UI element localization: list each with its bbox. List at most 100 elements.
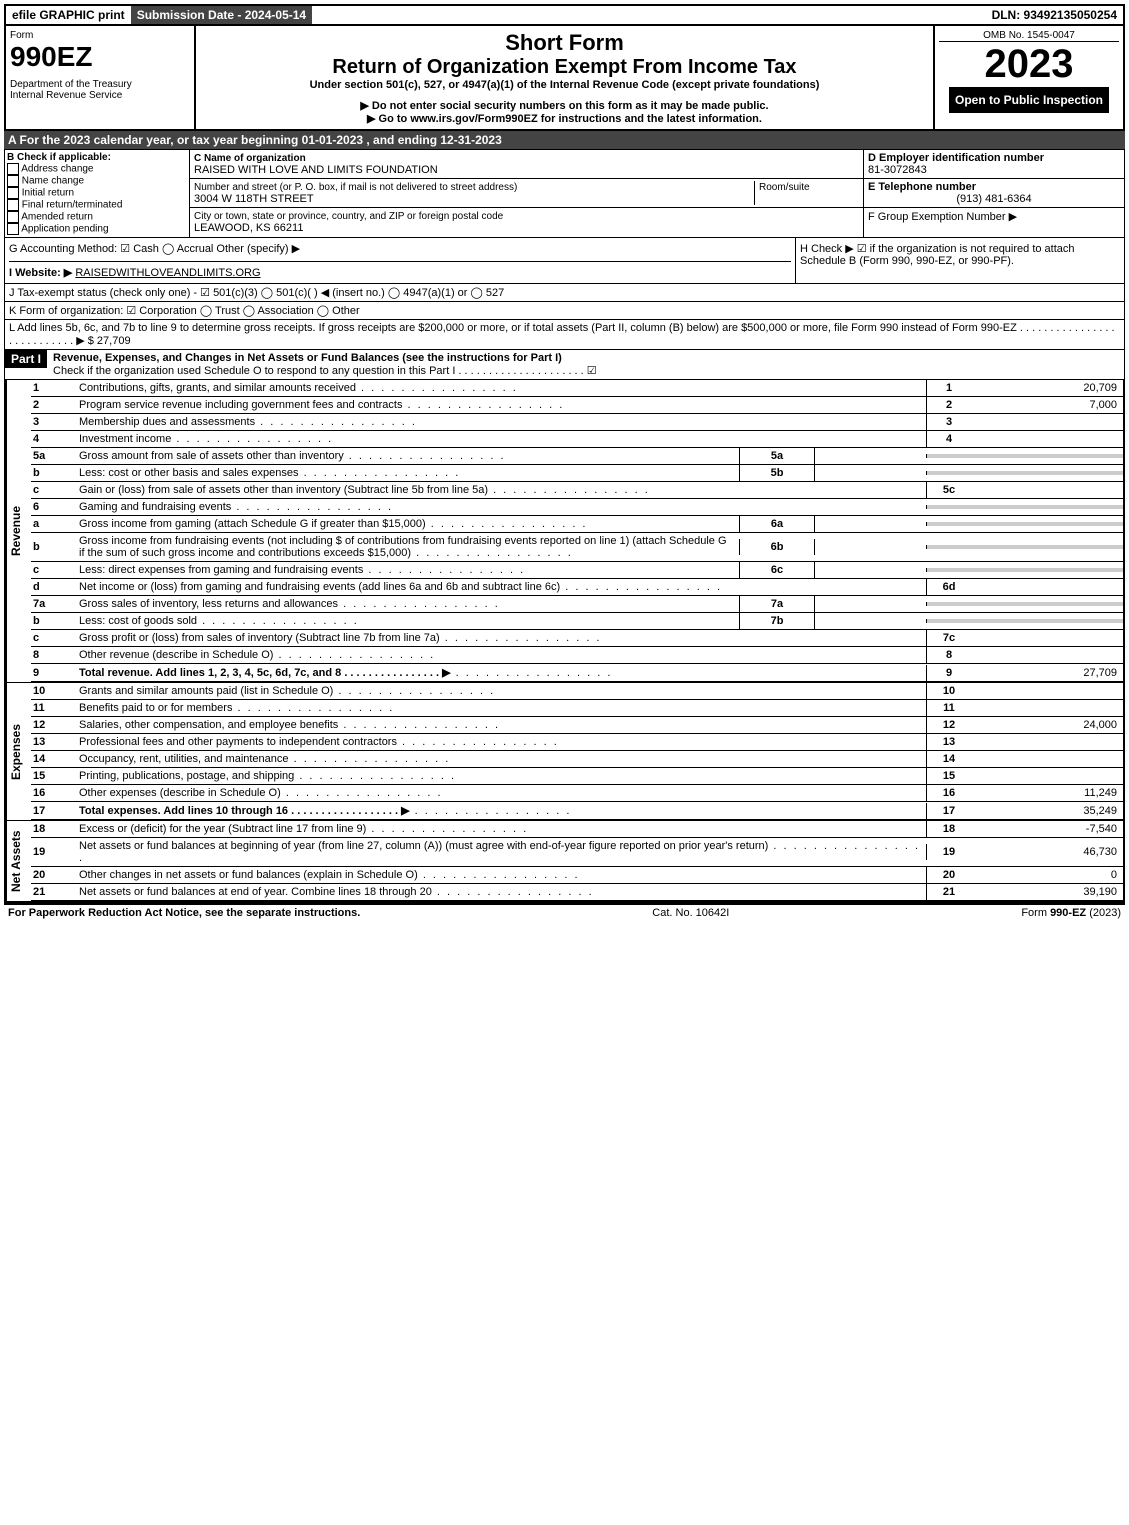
part-1-check-line: Check if the organization used Schedule …	[53, 365, 597, 377]
line-ref: 20	[926, 867, 971, 883]
line-ref: 3	[926, 414, 971, 430]
form-line: 20Other changes in net assets or fund ba…	[31, 867, 1123, 884]
line-amount	[971, 454, 1123, 458]
line-description: Gross income from fundraising events (no…	[75, 533, 739, 561]
org-name: RAISED WITH LOVE AND LIMITS FOUNDATION	[194, 164, 438, 176]
line-description: Membership dues and assessments	[75, 414, 926, 430]
line-description: Less: direct expenses from gaming and fu…	[75, 562, 739, 578]
box-b-option[interactable]: Name change	[7, 175, 187, 187]
line-amount	[971, 545, 1123, 549]
part-1-title: Revenue, Expenses, and Changes in Net As…	[53, 352, 562, 364]
form-line: cGross profit or (loss) from sales of in…	[31, 630, 1123, 647]
dept-label: Department of the Treasury Internal Reve…	[10, 79, 190, 101]
page-footer: For Paperwork Reduction Act Notice, see …	[4, 903, 1125, 921]
line-amount: 39,190	[971, 884, 1123, 900]
line-description: Program service revenue including govern…	[75, 397, 926, 413]
box-b-option[interactable]: Address change	[7, 163, 187, 175]
line-ref	[926, 619, 971, 623]
form-line: aGross income from gaming (attach Schedu…	[31, 516, 1123, 533]
line-number: 13	[31, 734, 75, 750]
line-description: Net assets or fund balances at beginning…	[75, 838, 926, 866]
form-line: cLess: direct expenses from gaming and f…	[31, 562, 1123, 579]
line-description: Total revenue. Add lines 1, 2, 3, 4, 5c,…	[75, 664, 926, 681]
line-description: Professional fees and other payments to …	[75, 734, 926, 750]
line-description: Gross sales of inventory, less returns a…	[75, 596, 739, 612]
line-number: b	[31, 613, 75, 629]
line-description: Occupancy, rent, utilities, and maintena…	[75, 751, 926, 767]
line-amount	[971, 420, 1123, 424]
efile-print-label[interactable]: efile GRAPHIC print	[6, 6, 131, 24]
line-l: L Add lines 5b, 6c, and 7b to line 9 to …	[5, 319, 1124, 349]
line-amount	[971, 740, 1123, 744]
website-link[interactable]: RAISEDWITHLOVEANDLIMITS.ORG	[75, 267, 260, 279]
line-ref: 6d	[926, 579, 971, 595]
line-amount	[971, 488, 1123, 492]
line-ref: 17	[926, 803, 971, 819]
form-line: 9Total revenue. Add lines 1, 2, 3, 4, 5c…	[31, 664, 1123, 682]
line-description: Total expenses. Add lines 10 through 16 …	[75, 802, 926, 819]
line-amount: 11,249	[971, 785, 1123, 801]
line-k: K Form of organization: ☑ Corporation ◯ …	[5, 301, 1124, 319]
line-description: Excess or (deficit) for the year (Subtra…	[75, 821, 926, 837]
line-description: Gross income from gaming (attach Schedul…	[75, 516, 739, 532]
line-number: 4	[31, 431, 75, 447]
form-line: 4Investment income4	[31, 431, 1123, 448]
revenue-side-label: Revenue	[6, 380, 31, 682]
line-amount	[971, 619, 1123, 623]
line-ref	[926, 545, 971, 549]
form-line: cGain or (loss) from sale of assets othe…	[31, 482, 1123, 499]
form-line: 1Contributions, gifts, grants, and simil…	[31, 380, 1123, 397]
line-description: Other revenue (describe in Schedule O)	[75, 647, 926, 663]
sub-line-number: 6a	[739, 516, 815, 532]
expenses-rows: 10Grants and similar amounts paid (list …	[31, 683, 1123, 820]
netassets-side-label: Net Assets	[6, 821, 31, 901]
goto-note[interactable]: ▶ Go to www.irs.gov/Form990EZ for instru…	[200, 112, 929, 125]
line-amount	[971, 636, 1123, 640]
line-number: d	[31, 579, 75, 595]
form-header: Form 990EZ Department of the Treasury In…	[4, 26, 1125, 131]
line-description: Other changes in net assets or fund bala…	[75, 867, 926, 883]
line-description: Gross amount from sale of assets other t…	[75, 448, 739, 464]
line-description: Investment income	[75, 431, 926, 447]
box-b-option[interactable]: Final return/terminated	[7, 199, 187, 211]
line-number: 1	[31, 380, 75, 396]
line-ref: 11	[926, 700, 971, 716]
line-amount	[971, 653, 1123, 657]
line-number: 11	[31, 700, 75, 716]
box-b-label: B Check if applicable:	[7, 152, 187, 163]
form-label: Form	[10, 30, 190, 41]
inspection-badge: Open to Public Inspection	[949, 87, 1109, 113]
line-number: 8	[31, 647, 75, 663]
ein-label: D Employer identification number	[868, 152, 1044, 164]
line-description: Benefits paid to or for members	[75, 700, 926, 716]
line-amount	[971, 774, 1123, 778]
line-ref: 2	[926, 397, 971, 413]
revenue-rows: 1Contributions, gifts, grants, and simil…	[31, 380, 1123, 682]
part-1-label: Part I	[5, 350, 47, 368]
footer-cat-no: Cat. No. 10642I	[652, 907, 729, 919]
line-ref	[926, 454, 971, 458]
city-value: LEAWOOD, KS 66211	[194, 222, 303, 234]
box-b-option[interactable]: Initial return	[7, 187, 187, 199]
line-ref: 13	[926, 734, 971, 750]
line-number: 3	[31, 414, 75, 430]
line-description: Gaming and fundraising events	[75, 499, 926, 515]
line-ref: 12	[926, 717, 971, 733]
title-return: Return of Organization Exempt From Incom…	[200, 56, 929, 79]
title-short-form: Short Form	[200, 30, 929, 56]
box-b-option[interactable]: Application pending	[7, 223, 187, 235]
line-ref: 8	[926, 647, 971, 663]
line-amount	[971, 706, 1123, 710]
line-ref: 16	[926, 785, 971, 801]
telephone-label: E Telephone number	[868, 181, 976, 193]
line-ref: 19	[926, 844, 971, 860]
footer-left: For Paperwork Reduction Act Notice, see …	[8, 907, 360, 919]
line-h: H Check ▶ ☑ if the organization is not r…	[795, 238, 1124, 283]
form-line: 14Occupancy, rent, utilities, and mainte…	[31, 751, 1123, 768]
line-number: 17	[31, 803, 75, 819]
line-number: b	[31, 539, 75, 555]
line-number: 6	[31, 499, 75, 515]
line-ref: 5c	[926, 482, 971, 498]
form-line: 3Membership dues and assessments3	[31, 414, 1123, 431]
box-b-option[interactable]: Amended return	[7, 211, 187, 223]
